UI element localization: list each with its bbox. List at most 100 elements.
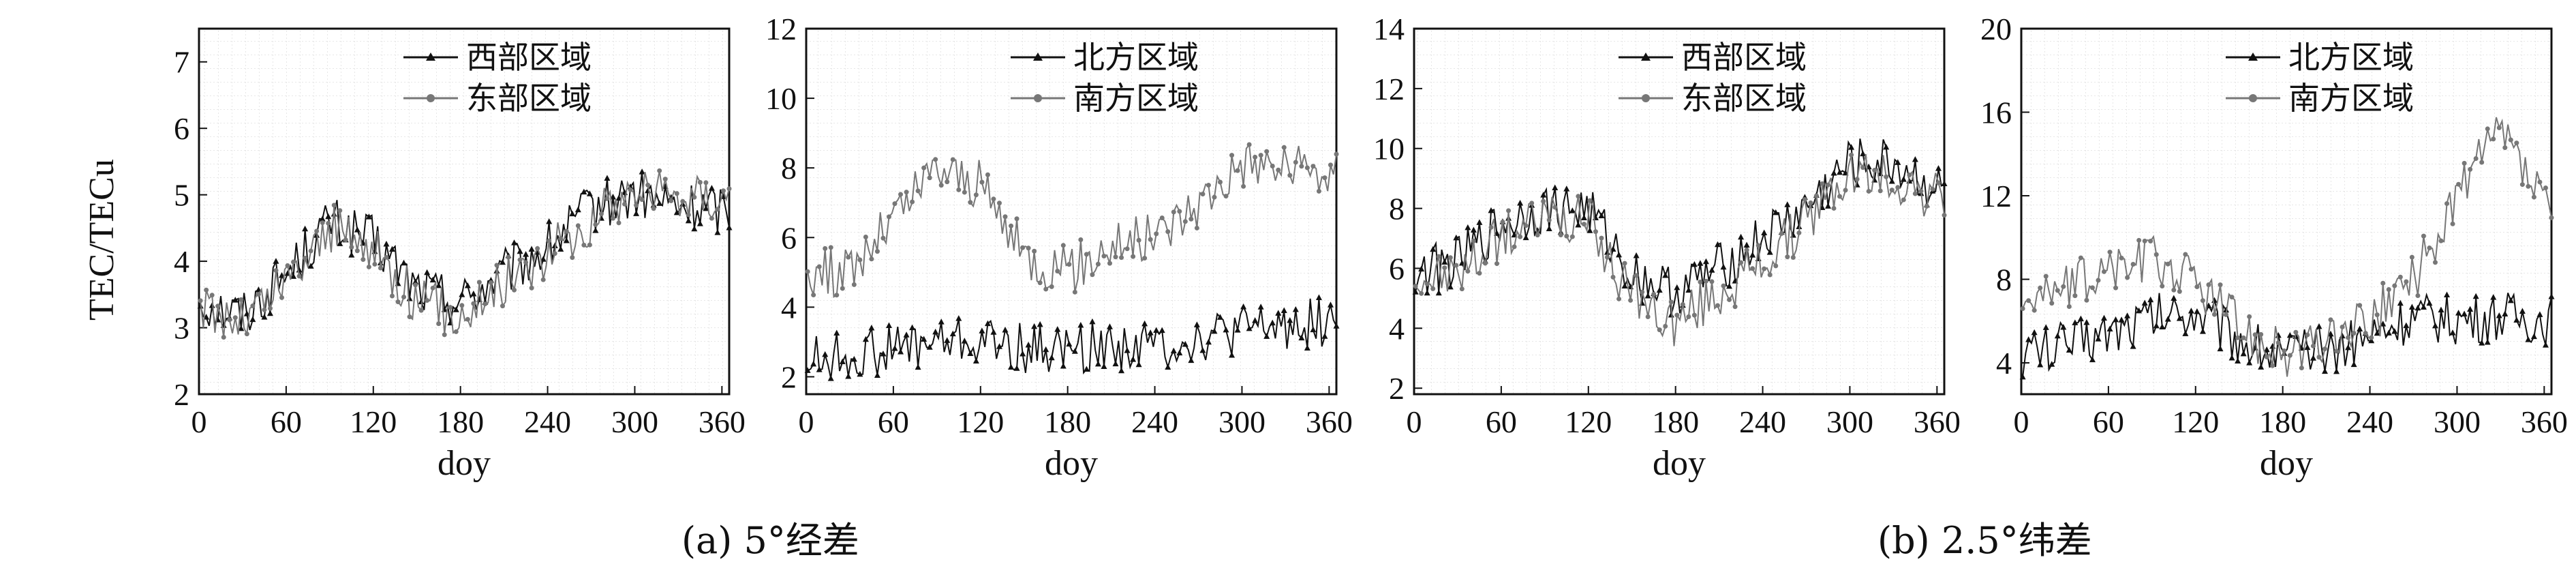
data-point	[2263, 346, 2270, 353]
data-point	[1094, 360, 1101, 367]
data-point	[523, 260, 529, 265]
data-point	[1281, 307, 1287, 314]
data-point	[1009, 223, 1014, 228]
data-point	[1808, 200, 1813, 205]
data-point	[1843, 188, 1848, 193]
data-point	[2543, 185, 2548, 190]
data-point	[1726, 282, 1733, 289]
data-point	[198, 298, 203, 303]
data-point	[1240, 303, 1247, 310]
data-point	[1616, 251, 1623, 258]
data-point	[2147, 296, 2154, 303]
data-point	[1171, 209, 1176, 215]
data-point	[1077, 321, 1084, 328]
data-point	[985, 172, 990, 177]
data-point	[1135, 361, 1142, 368]
data-point	[1598, 212, 1605, 219]
data-point	[511, 239, 518, 246]
data-point	[1849, 152, 1854, 158]
data-point	[1470, 226, 1477, 233]
data-point	[1494, 261, 1499, 267]
data-point	[984, 320, 991, 327]
data-point	[674, 191, 679, 196]
data-point	[2414, 304, 2421, 311]
data-point	[2397, 299, 2404, 306]
data-point	[1316, 188, 1321, 194]
caption-a: (a) 5°经差	[681, 519, 859, 562]
data-point	[1299, 164, 1304, 169]
data-point	[2340, 324, 2345, 329]
data-point	[863, 234, 868, 239]
data-point	[2508, 137, 2513, 143]
plot-frame	[198, 27, 731, 396]
data-point	[1223, 326, 1229, 333]
data-point	[1820, 181, 1825, 186]
data-point	[365, 213, 372, 220]
data-point	[1315, 294, 1322, 301]
data-point	[1235, 168, 1240, 173]
data-point	[2159, 323, 2166, 329]
data-point	[2322, 346, 2327, 352]
data-point	[343, 237, 348, 243]
data-point	[1043, 346, 1049, 353]
data-point	[1610, 274, 1616, 280]
data-point	[1702, 258, 1709, 265]
data-point	[1292, 306, 1299, 312]
data-point	[1293, 160, 1298, 165]
data-point	[2473, 156, 2479, 162]
y-tick-label: 5	[174, 178, 189, 213]
data-point	[1540, 192, 1547, 198]
data-point	[639, 168, 645, 175]
data-point	[482, 301, 488, 307]
data-point	[1246, 142, 1252, 147]
data-point	[1732, 304, 1738, 310]
data-point	[1066, 340, 1073, 347]
data-point	[1656, 286, 1663, 293]
data-point	[2346, 335, 2351, 340]
data-point	[2031, 308, 2037, 313]
data-point	[961, 338, 968, 344]
data-point	[996, 343, 1002, 349]
data-point	[1575, 222, 1582, 228]
data-point	[1142, 256, 1148, 261]
data-point	[2217, 345, 2224, 352]
data-point	[2101, 269, 2106, 274]
data-point	[1512, 244, 1517, 250]
data-point	[459, 303, 465, 308]
data-point	[1153, 327, 1160, 333]
data-point	[291, 259, 296, 265]
data-point	[2420, 303, 2427, 310]
data-point	[2484, 339, 2491, 345]
data-point	[697, 179, 703, 185]
legend-label: 北方区域	[2288, 39, 2414, 76]
data-point	[1604, 249, 1610, 255]
data-point	[557, 246, 564, 252]
data-point	[540, 256, 547, 262]
data-point	[2038, 285, 2043, 291]
data-point	[2391, 327, 2398, 334]
data-point	[2334, 348, 2340, 354]
data-point	[2450, 221, 2455, 226]
data-point	[1488, 207, 1494, 213]
data-point	[2496, 312, 2502, 318]
data-point	[2409, 254, 2414, 260]
data-point	[2363, 331, 2368, 336]
grid	[1414, 29, 1944, 394]
data-point	[1159, 327, 1165, 333]
data-point	[2479, 340, 2485, 346]
data-point	[2240, 350, 2247, 357]
data-point	[1124, 347, 1131, 353]
data-point	[593, 222, 598, 227]
data-point	[1298, 334, 1305, 341]
x-tick-label: 180	[437, 404, 484, 439]
x-tick-label: 240	[1739, 404, 1786, 439]
data-point	[804, 367, 811, 373]
data-point	[921, 336, 927, 342]
data-point	[2218, 282, 2223, 288]
data-point	[307, 263, 314, 269]
data-point	[1662, 271, 1669, 278]
data-point	[1453, 234, 1460, 241]
legend-label: 南方区域	[2288, 80, 2414, 117]
data-point	[2235, 335, 2241, 340]
data-point	[1442, 265, 1447, 271]
